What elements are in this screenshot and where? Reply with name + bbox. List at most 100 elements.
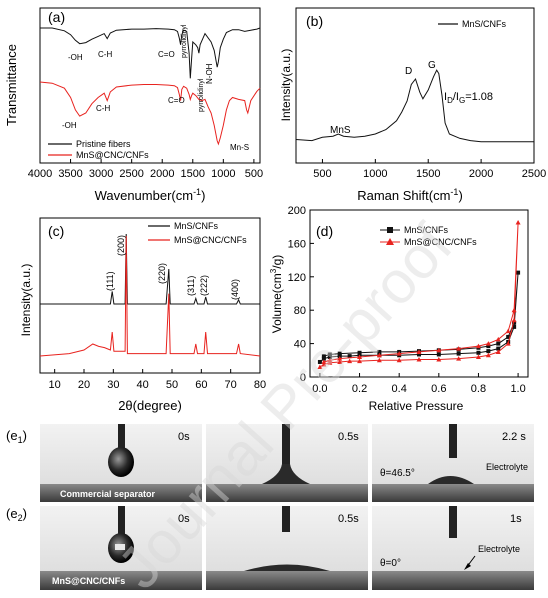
point-d-1-22 [456, 346, 462, 351]
tick-label-c-1: 20 [78, 379, 90, 391]
panel-b-plot [295, 69, 534, 143]
series-c-1 [39, 235, 261, 357]
point-d-1-16 [515, 220, 521, 225]
b-ann-mns: MnS [330, 125, 351, 136]
e2-2-time: 0.5s [338, 513, 359, 525]
tick-label-d-y-2: 80 [294, 305, 306, 317]
tick-label-c-4: 50 [166, 379, 178, 391]
droplet-e2-2 [244, 564, 330, 571]
a-ann-co2: C=O [168, 96, 185, 105]
e2-1-caption: MnS@CNC/CNFs [52, 576, 125, 586]
e1-2-time: 0.5s [338, 431, 359, 443]
panel-a-label: (a) [48, 9, 65, 25]
tick-label-b-3: 2000 [469, 168, 493, 180]
tick-label-c-0: 10 [49, 379, 61, 391]
point-d-1-12 [485, 352, 491, 358]
c-peak-200: (200) [116, 235, 126, 256]
series-c-0 [40, 233, 260, 305]
point-d-1-1 [321, 361, 327, 367]
panel-a-frame [39, 7, 261, 164]
e2-3-electrolyte: Electrolyte [478, 544, 520, 554]
point-d-1-14 [505, 341, 511, 346]
point-d-1-24 [416, 349, 422, 354]
point-d-0-10 [456, 351, 461, 356]
panel-a: (a) 4000 3500 3000 2500 2000 1500 1000 500 Wave… [4, 7, 263, 203]
tick-label-a-0: 4000 [28, 168, 52, 180]
point-d-0-18 [506, 334, 511, 339]
b-ratio-label: ID/IG=1.08 [444, 91, 493, 105]
tick-label-d-x-5: 1.0 [510, 383, 525, 395]
e1-3-time: 2.2 s [502, 431, 526, 443]
point-d-0-30 [321, 354, 326, 359]
a-ann-co1: C=O [158, 50, 175, 59]
tick-label-a-4: 2000 [150, 168, 174, 180]
series-a-0 [40, 27, 261, 79]
tick-label-c-7: 80 [254, 379, 266, 391]
a-ann-mns: Mn-S [230, 143, 249, 152]
photo-e1-2: 0.5s [206, 424, 368, 502]
tick-label-a-7: 500 [245, 168, 263, 180]
point-d-0-3 [337, 354, 342, 359]
point-d-1-30 [321, 359, 327, 364]
point-d-1-5 [357, 358, 363, 364]
point-d-0-2 [327, 354, 332, 359]
tick-label-c-5: 60 [195, 379, 207, 391]
tick-label-d-y-3: 120 [288, 272, 306, 284]
point-d-1-18 [505, 328, 511, 334]
panel-d-plot [317, 220, 521, 369]
panel-b-ylabel: Intensity(a.u.) [279, 49, 293, 122]
tick-label-c-3: 40 [137, 379, 149, 391]
panel-d-xticks: 0.0 0.2 0.4 0.6 0.8 1.0 [312, 373, 526, 395]
point-d-0-27 [357, 350, 362, 355]
panel-c-xlabel: 2θ(degree) [118, 398, 182, 413]
tick-label-a-3: 2500 [119, 168, 143, 180]
point-d-1-26 [376, 352, 382, 358]
tick-label-b-4: 2500 [522, 168, 546, 180]
e2-1-time: 0s [178, 513, 190, 525]
photo-e1-1: 0s Commercial separator [40, 424, 202, 502]
point-d-1-29 [327, 357, 333, 363]
panel-b-frame [295, 7, 535, 164]
e1-3-electrolyte: Electrolyte [486, 462, 528, 472]
tick-label-a-6: 1000 [211, 168, 235, 180]
point-d-1-0 [317, 364, 323, 369]
point-d-0-26 [377, 349, 382, 354]
tick-label-d-x-1: 0.2 [352, 383, 367, 395]
tick-label-d-x-3: 0.6 [431, 383, 446, 395]
point-d-0-12 [486, 349, 491, 354]
point-d-1-21 [475, 343, 481, 349]
c-peak-222: (222) [199, 275, 209, 296]
panel-a-ylabel: Transmittance [4, 44, 19, 126]
legend-c-label-2: MnS@CNC/CNFs [174, 235, 247, 245]
point-d-1-10 [456, 356, 462, 361]
photo-e2-2: 0.5s [206, 506, 368, 590]
droplet-e1-2 [262, 464, 310, 484]
a-ann-pyr2: pyrrolidinyl [198, 78, 205, 112]
tick-label-a-5: 1500 [181, 168, 205, 180]
tick-label-d-y-0: 0 [300, 372, 306, 384]
tick-label-c-6: 70 [225, 379, 237, 391]
panel-d-ylabel: Volume(cm3/g) [269, 255, 284, 334]
legend-b-label: MnS/CNFs [462, 19, 507, 29]
point-d-0-15 [512, 324, 517, 329]
series-a-1 [39, 81, 261, 146]
point-d-1-17 [511, 307, 517, 313]
point-d-1-8 [416, 356, 422, 362]
panel-c-label: (c) [48, 223, 64, 239]
b-ann-d: D [405, 66, 412, 77]
point-d-0-20 [486, 344, 491, 349]
point-d-1-25 [396, 351, 402, 356]
point-d-1-7 [396, 357, 402, 363]
tick-label-d-x-0: 0.0 [312, 383, 327, 395]
point-d-0-13 [496, 346, 501, 351]
a-ann-ch2: C-H [96, 104, 110, 113]
panel-e2-label: (e2) [6, 506, 27, 523]
panel-b-xlabel: Raman Shift(cm-1) [357, 187, 463, 203]
point-d-1-27 [357, 354, 363, 359]
droplet-e1-3 [428, 476, 474, 484]
panel-c-ylabel: Intensity(a.u.) [19, 264, 33, 337]
point-d-1-23 [436, 347, 442, 353]
c-peak-220: (220) [157, 263, 167, 284]
b-ann-g: G [428, 60, 436, 71]
